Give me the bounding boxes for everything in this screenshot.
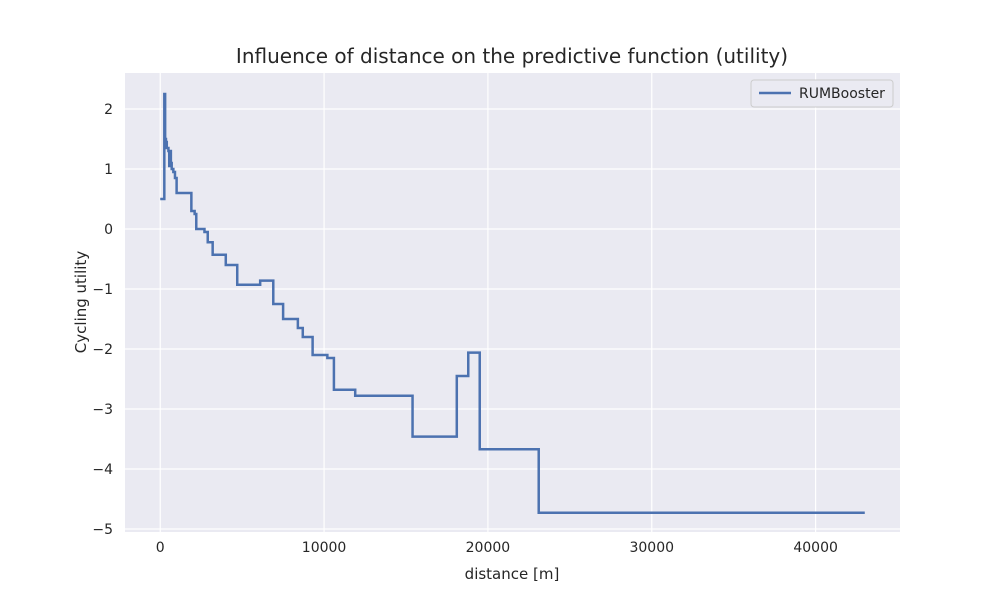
x-tick-label: 0 [156,540,165,556]
y-tick-label: 0 [104,222,113,238]
y-tick-label: −2 [92,342,113,358]
series-line-rumbooster [160,92,865,515]
x-tick-label: 40000 [793,540,838,556]
x-tick-label: 10000 [302,540,347,556]
y-axis-label: Cycling utility [72,251,90,354]
x-tick-label: 20000 [466,540,511,556]
x-tick-label: 30000 [629,540,674,556]
chart-title: Influence of distance on the predictive … [236,44,788,68]
y-tick-label: −3 [92,402,113,418]
y-tick-labels: 2 1 0 −1 −2 −3 −4 −5 [92,102,113,538]
y-tick-label: −4 [92,462,113,478]
x-tick-labels: 0 10000 20000 30000 40000 [156,540,838,556]
x-axis-label: distance [m] [465,565,560,583]
plot-area-background [125,73,900,532]
grid [125,73,900,532]
y-tick-label: −5 [92,522,113,538]
legend: RUMBooster [750,79,894,108]
y-tick-label: −1 [92,282,113,298]
y-tick-label: 2 [104,102,113,118]
legend-box [750,79,894,108]
legend-label-rumbooster: RUMBooster [799,86,885,102]
y-tick-label: 1 [104,162,113,178]
series-layer [160,92,865,515]
